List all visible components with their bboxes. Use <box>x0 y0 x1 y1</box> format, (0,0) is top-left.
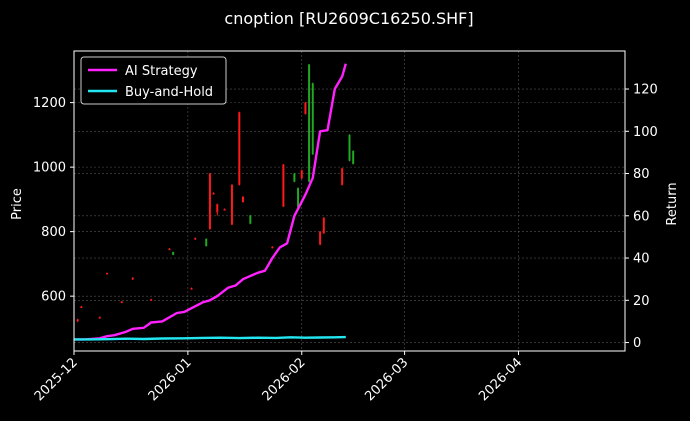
y-tick-label-right: 40 <box>633 252 650 267</box>
candle-body <box>98 317 101 319</box>
candle-body <box>238 112 241 185</box>
x-tick-label: 2026-03 <box>362 355 411 404</box>
candle-body <box>352 151 355 164</box>
y-axis-left-title: Price <box>10 188 25 220</box>
y-tick-label-right: 80 <box>633 167 650 182</box>
candle-body <box>322 217 325 234</box>
candle-body <box>172 251 175 255</box>
candle-body <box>319 231 322 245</box>
candle-body <box>120 301 123 304</box>
chart-title: cnoption [RU2609C16250.SHF] <box>224 9 473 28</box>
x-tick-label: 2026-01 <box>146 355 195 404</box>
candle-body <box>106 272 109 275</box>
candle-body <box>341 168 344 185</box>
y-tick-label-right: 20 <box>633 294 650 309</box>
candle-body <box>212 192 215 195</box>
legend-label-ai-strategy: AI Strategy <box>125 64 198 79</box>
y-axis-right-title: Return <box>665 182 680 225</box>
candle-body <box>80 306 83 308</box>
candle-body <box>297 188 300 208</box>
candle-body <box>271 246 274 249</box>
candle-body <box>241 196 244 202</box>
candlesticks <box>76 63 355 322</box>
y-tick-label-left: 800 <box>41 225 66 240</box>
candle-body <box>168 248 171 251</box>
candle-body <box>216 204 219 213</box>
x-tick-label: 2026-04 <box>476 355 525 404</box>
plot-frame <box>73 50 626 352</box>
candle-body <box>150 299 153 301</box>
candle-body <box>348 134 351 161</box>
x-tick-label: 2026-02 <box>260 355 309 404</box>
candle-body <box>205 238 208 247</box>
y-tick-label-left: 1000 <box>33 161 66 176</box>
candle-body <box>131 277 134 280</box>
candle-body <box>194 238 197 240</box>
legend-label-buy-and-hold: Buy-and-Hold <box>125 85 213 100</box>
candle-body <box>76 319 79 322</box>
series-lines <box>74 63 347 341</box>
candle-body <box>230 184 233 225</box>
y-tick-label-left: 600 <box>41 290 66 305</box>
legend-box <box>80 56 227 105</box>
candle-body <box>208 173 211 230</box>
candle-body <box>249 215 252 224</box>
candle-body <box>308 64 311 182</box>
y-tick-label-right: 120 <box>633 83 658 98</box>
candle-body <box>311 83 314 155</box>
legend: AI Strategy Buy-and-Hold <box>80 56 227 105</box>
y-tick-label-right: 0 <box>633 336 641 351</box>
candle-body <box>223 209 226 211</box>
y-tick-label-right: 100 <box>633 125 658 140</box>
candle-body <box>282 164 285 207</box>
candle-body <box>304 102 307 114</box>
x-tick-label: 2025-12 <box>32 355 81 404</box>
series-line-buy-and-hold <box>74 335 346 341</box>
y-tick-label-left: 1200 <box>33 96 66 111</box>
candle-body <box>190 288 193 290</box>
candle-body <box>300 170 303 179</box>
candle-body <box>293 173 296 182</box>
series-line-ai-strategy <box>74 63 347 341</box>
y-tick-label-right: 60 <box>633 209 650 224</box>
